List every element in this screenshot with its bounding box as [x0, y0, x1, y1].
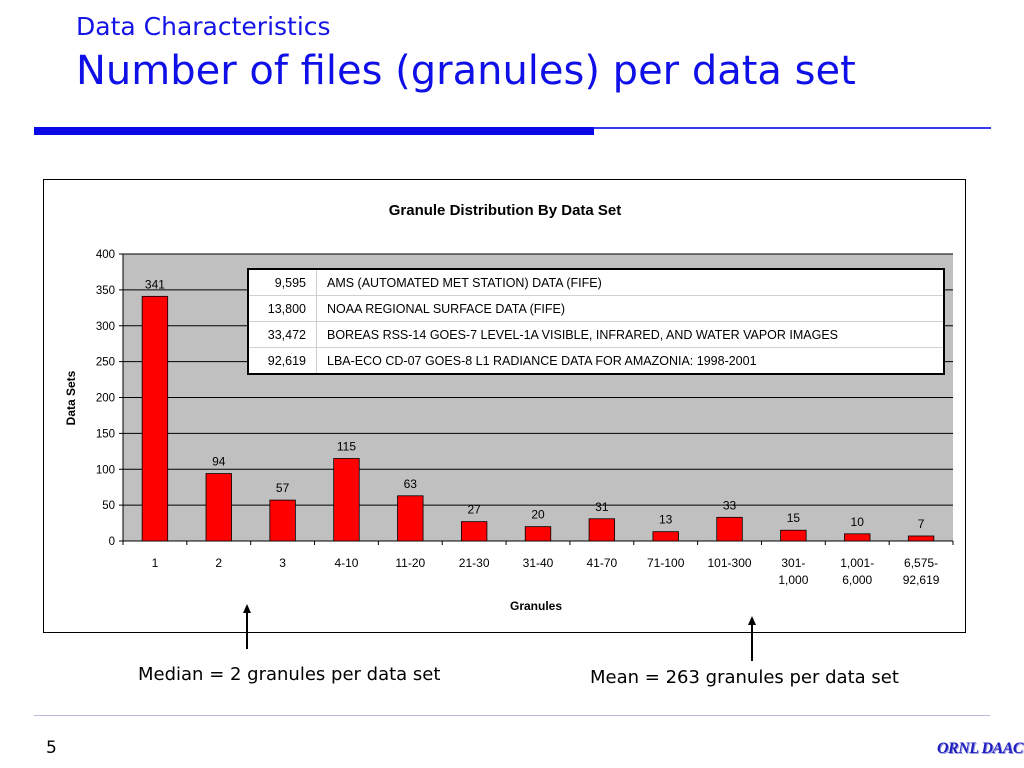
data-set-name-cell: LBA-ECO CD-07 GOES-8 L1 RADIANCE DATA FO… [327, 353, 757, 368]
slide-subtitle: Data Characteristics [76, 12, 331, 41]
y-tick-label: 350 [96, 285, 115, 297]
bar [844, 533, 871, 542]
y-tick-label: 400 [96, 249, 115, 261]
x-axis-label: Granules [510, 599, 562, 613]
data-label: 27 [467, 503, 481, 517]
data-set-name-cell: BOREAS RSS-14 GOES-7 LEVEL-1A VISIBLE, I… [316, 321, 944, 348]
x-tick-label: 41-70 [586, 556, 617, 570]
bar [333, 458, 360, 542]
x-tick-label: 2 [215, 556, 222, 570]
median-note: Median = 2 granules per data set [138, 664, 441, 685]
bar [780, 529, 807, 542]
table-row: 92,619 LBA-ECO CD-07 GOES-8 L1 RADIANCE D… [248, 347, 944, 374]
footer-rule [34, 715, 990, 716]
y-tick-label: 50 [102, 500, 115, 512]
x-tick-label: 301-1,000 [778, 556, 808, 587]
bar [205, 473, 232, 542]
data-label: 63 [404, 477, 418, 491]
data-label: 33 [723, 498, 737, 512]
x-tick-label: 3 [279, 556, 286, 570]
x-tick-label: 101-300 [708, 556, 752, 570]
data-set-name-cell: NOAA REGIONAL SURFACE DATA (FIFE) [316, 295, 944, 322]
table-row: 33,472 BOREAS RSS-14 GOES-7 LEVEL-1A VISI… [248, 321, 944, 348]
data-label: 7 [918, 517, 925, 531]
data-label: 341 [145, 277, 165, 291]
x-tick-label: 11-20 [395, 556, 425, 570]
bar [269, 499, 296, 542]
chart-title: Granule Distribution By Data Set [389, 202, 622, 219]
bar [397, 495, 424, 542]
y-axis-label: Data Sets [64, 370, 78, 425]
data-label: 115 [337, 439, 356, 453]
median-arrow [243, 604, 251, 649]
ornl-daac-logo: ORNL DAAC [937, 740, 1024, 757]
data-label: 10 [851, 515, 865, 529]
data-label: 31 [595, 500, 609, 514]
page-number: 5 [46, 738, 57, 758]
x-tick-label: 71-100 [647, 556, 685, 570]
data-set-name-cell: AMS (AUTOMATED MET STATION) DATA (FIFE) [316, 269, 944, 296]
data-label: 57 [276, 481, 290, 495]
data-label: 94 [212, 455, 226, 469]
data-label: 15 [787, 511, 801, 525]
mean-note: Mean = 263 granules per data set [590, 667, 899, 688]
title-rule-thin [594, 127, 991, 129]
x-tick-label: 1 [152, 556, 159, 570]
data-label: 20 [531, 508, 545, 522]
bar [588, 518, 616, 542]
x-tick-label: 21-30 [459, 556, 490, 570]
x-tick-label: 4-10 [334, 556, 358, 570]
bar [652, 531, 679, 542]
slide-title: Number of files (granules) per data set [76, 48, 856, 94]
bar [524, 526, 552, 542]
title-rule-thick [34, 127, 594, 135]
bar [141, 295, 169, 542]
chart-frame: Granule Distribution By Data Set Data Se… [43, 179, 966, 633]
table-row: 13,800 NOAA REGIONAL SURFACE DATA (FIFE) [248, 295, 944, 322]
granule-count-cell: 9,595 [248, 269, 317, 296]
y-tick-label: 250 [96, 357, 115, 369]
mean-arrow [748, 616, 756, 661]
y-tick-label: 200 [96, 393, 115, 405]
bar [907, 535, 935, 542]
table-row: 9,595 AMS (AUTOMATED MET STATION) DATA (F… [248, 269, 944, 296]
granule-count-cell: 33,472 [248, 321, 317, 348]
y-tick-label: 300 [96, 321, 115, 333]
y-tick-label: 0 [109, 536, 115, 548]
x-tick-label: 6,575-92,619 [903, 556, 940, 587]
granule-count-cell: 13,800 [248, 295, 317, 322]
y-tick-label: 100 [96, 464, 115, 476]
bar [716, 516, 743, 542]
large-datasets-table: 9,595 AMS (AUTOMATED MET STATION) DATA (F… [247, 268, 945, 375]
data-label: 13 [659, 513, 673, 527]
x-tick-label: 31-40 [523, 556, 554, 570]
y-tick-label: 150 [96, 428, 115, 440]
x-tick-label: 1,001-6,000 [840, 556, 874, 587]
granule-count-cell: 92,619 [248, 347, 317, 374]
bar-chart: Granule Distribution By Data Set Data Se… [64, 202, 954, 613]
bar [460, 521, 488, 542]
